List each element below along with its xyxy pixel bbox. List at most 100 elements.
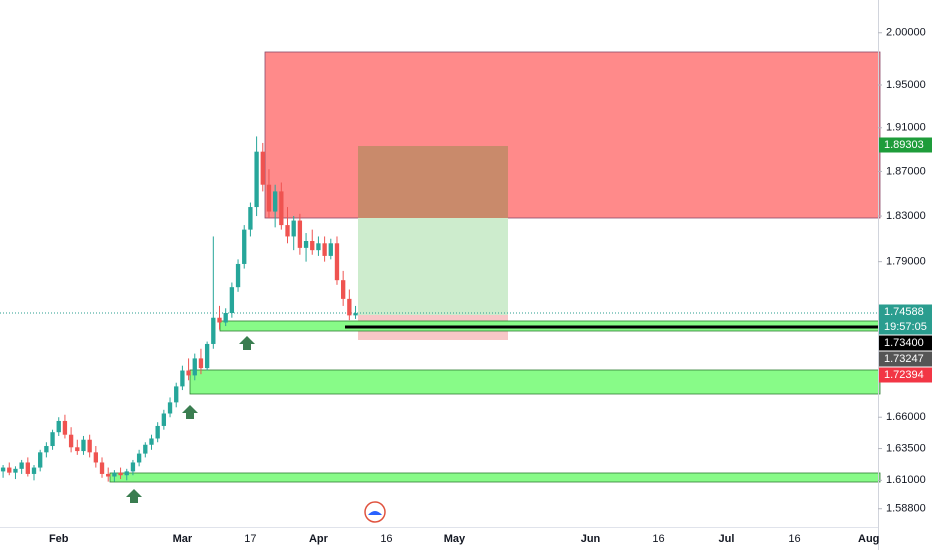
candle-body xyxy=(50,432,55,447)
y-tick-label: 1.91000 xyxy=(886,122,926,134)
candle-body xyxy=(279,191,284,226)
candle-body xyxy=(136,453,142,463)
y-tick-label: 1.87000 xyxy=(886,165,926,177)
candle-body xyxy=(93,452,99,463)
up-arrow xyxy=(182,405,198,419)
candle-body xyxy=(62,420,68,435)
candle-body xyxy=(198,358,204,369)
candle-body xyxy=(217,317,222,323)
x-tick-label: Jul xyxy=(719,533,735,545)
candle-body xyxy=(174,386,179,403)
candle-body xyxy=(347,298,352,316)
y-tick-label: 1.95000 xyxy=(886,79,926,91)
arrows xyxy=(126,336,255,503)
candle-body xyxy=(56,420,61,433)
support-zone xyxy=(109,472,881,483)
candle-body xyxy=(186,370,191,376)
candle-body xyxy=(7,467,12,473)
up-arrow xyxy=(126,489,142,503)
price-label: 1.89303 xyxy=(884,139,924,151)
drawings xyxy=(0,51,881,483)
candle-body xyxy=(106,473,111,477)
candle-body xyxy=(235,263,241,288)
candle-body xyxy=(291,220,296,237)
price-label-box xyxy=(879,137,932,153)
target-overlap xyxy=(358,146,508,218)
candle-body xyxy=(248,207,253,230)
axes: 2.00000 1.95000 1.91000 1.87000 1.83000 1.790… xyxy=(49,27,932,545)
candle-body xyxy=(155,425,160,439)
candle-body xyxy=(242,229,247,264)
y-tick-label: 1.66000 xyxy=(886,411,926,423)
y-tick-label: 2.00000 xyxy=(886,27,926,39)
candle-body xyxy=(297,220,303,248)
y-tick-label: 1.83000 xyxy=(886,210,926,222)
candle-body xyxy=(223,313,228,323)
candle-body xyxy=(266,184,272,212)
x-tick-label: 17 xyxy=(244,533,256,545)
candle-body xyxy=(25,462,30,474)
y-tick-label: 1.63500 xyxy=(886,442,926,454)
x-tick-label: Jun xyxy=(581,533,601,545)
candle-body xyxy=(334,243,340,281)
candle-body xyxy=(112,472,117,477)
candle-body xyxy=(328,243,333,256)
candle-body xyxy=(180,370,185,387)
x-tick-label: Mar xyxy=(173,533,193,545)
price-label: 1.72394 xyxy=(884,369,924,381)
candle-body xyxy=(254,151,259,208)
up-arrow xyxy=(239,336,255,350)
candle-body xyxy=(340,280,346,299)
candle-body xyxy=(44,446,49,453)
candle-body xyxy=(130,462,136,472)
candle-body xyxy=(322,243,327,256)
candle-body xyxy=(75,447,80,452)
candle-body xyxy=(143,444,148,454)
price-label-box xyxy=(879,304,932,320)
candle-body xyxy=(204,343,210,369)
profit-zone xyxy=(358,218,508,315)
candle-body xyxy=(38,452,43,468)
x-tick-label: Feb xyxy=(49,533,69,545)
candle-body xyxy=(260,151,265,185)
candle-body xyxy=(229,287,235,314)
candle-body xyxy=(303,241,309,248)
candle-body xyxy=(149,438,154,445)
price-label-box xyxy=(879,351,932,367)
price-label-box xyxy=(879,319,932,335)
candle-body xyxy=(124,471,129,476)
candle-body xyxy=(161,413,167,426)
x-tick-label: Aug xyxy=(858,533,879,545)
candle-body xyxy=(272,191,278,212)
candle-body xyxy=(285,225,290,237)
candle-body xyxy=(310,241,315,251)
candle-body xyxy=(353,313,358,316)
y-tick-label: 1.61000 xyxy=(886,474,926,486)
candle-body xyxy=(211,317,216,344)
candle-body xyxy=(0,467,6,472)
candle-body xyxy=(31,467,37,474)
price-label: 19:57:05 xyxy=(884,321,927,333)
price-label: 1.74588 xyxy=(884,306,924,318)
candle-body xyxy=(118,472,123,476)
x-tick-label: Apr xyxy=(309,533,329,545)
x-tick-label: 16 xyxy=(788,533,800,545)
candle-body xyxy=(68,434,74,448)
candles xyxy=(0,136,358,482)
candle-body xyxy=(192,358,197,376)
candle-body xyxy=(13,468,18,473)
candle-body xyxy=(87,439,92,453)
candle-body xyxy=(99,462,105,474)
candle-body xyxy=(81,439,86,452)
price-label: 1.73247 xyxy=(884,353,924,365)
candle-body xyxy=(19,462,24,469)
support-zone xyxy=(189,369,881,395)
candle-body xyxy=(167,402,173,414)
candle-body xyxy=(316,243,321,251)
price-label-box xyxy=(879,335,932,351)
x-tick-label: May xyxy=(444,533,466,545)
x-tick-label: 16 xyxy=(380,533,392,545)
y-tick-label: 1.79000 xyxy=(886,256,926,268)
